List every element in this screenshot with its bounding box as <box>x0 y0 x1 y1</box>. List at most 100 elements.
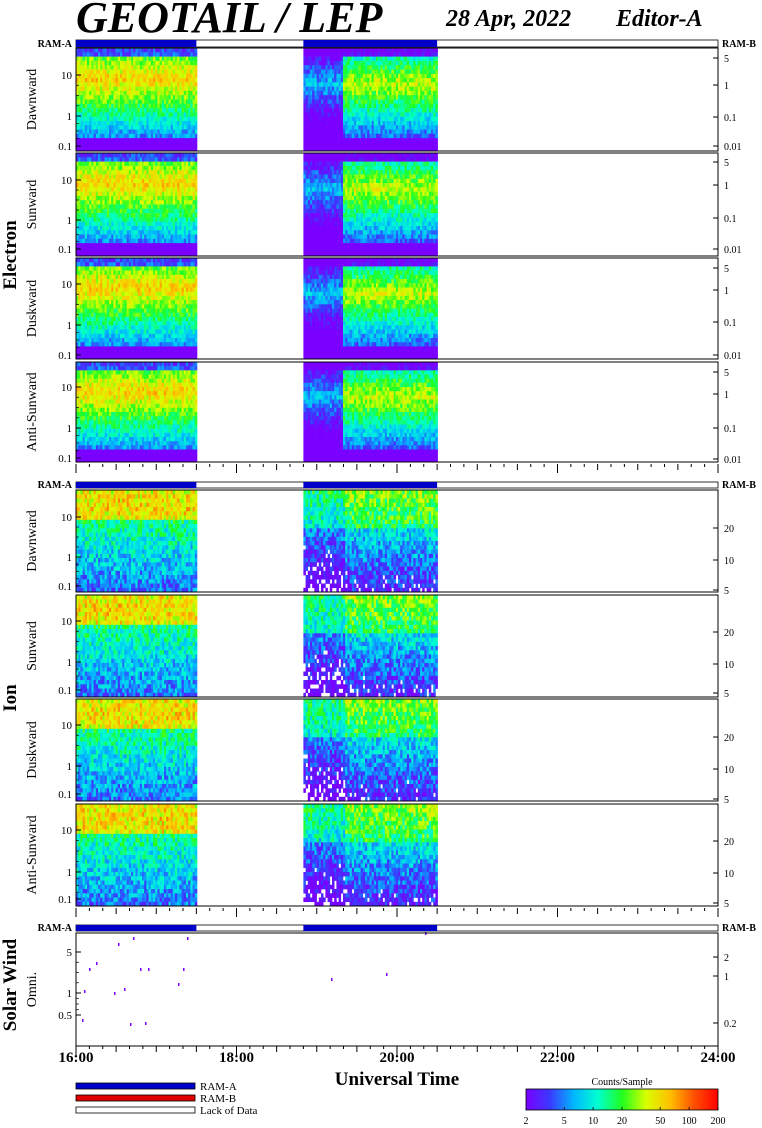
spectrogram-cell <box>100 195 103 201</box>
spectrogram-cell <box>310 56 313 62</box>
spectrogram-cell <box>177 121 180 126</box>
spectrogram-cell <box>190 247 193 252</box>
spectrogram-cell <box>402 86 405 92</box>
spectrogram-cell <box>321 226 324 231</box>
spectrogram-cell <box>347 234 350 240</box>
spectrogram-cell <box>161 221 165 227</box>
spectrogram-cell <box>148 230 152 235</box>
spectrogram-cell <box>316 187 320 192</box>
spectrogram-cell <box>109 138 112 143</box>
spectrogram-cell <box>358 146 361 152</box>
spectrogram-cell <box>382 48 386 53</box>
spectrogram-cell <box>351 86 355 92</box>
spectrogram-cell <box>115 247 119 252</box>
spectrogram-cell <box>133 95 136 100</box>
spectrogram-cell <box>312 217 315 222</box>
spectrogram-cell <box>373 56 377 62</box>
spectrogram-cell <box>433 121 436 126</box>
spectrogram-cell <box>314 73 317 79</box>
spectrogram-cell <box>168 161 171 167</box>
spectrogram-cell <box>135 204 138 210</box>
spectrogram-cell <box>91 221 94 227</box>
spectrogram-cell <box>336 142 339 147</box>
spectrogram-cell <box>303 103 306 109</box>
spectrogram-cell <box>402 56 405 62</box>
spectrogram-cell <box>307 161 311 167</box>
spectrogram-cell <box>336 243 339 248</box>
spectrogram-cell <box>435 133 438 139</box>
spectrogram-cell <box>183 161 187 167</box>
spectrogram-cell <box>338 187 342 192</box>
spectrogram-cell <box>100 213 103 218</box>
spectrogram-cell <box>111 116 114 122</box>
spectrogram-cell <box>409 82 412 87</box>
spectrogram-cell <box>155 187 158 192</box>
spectrogram-cell <box>431 69 434 75</box>
spectrogram-cell <box>87 129 90 135</box>
spectrogram-cell <box>307 116 311 122</box>
spectrogram-cell <box>177 129 180 135</box>
spectrogram-cell <box>170 48 174 53</box>
spectrogram-cell <box>126 187 130 192</box>
spectrogram-cell <box>376 48 379 53</box>
spectrogram-cell <box>117 82 121 87</box>
spectrogram-cell <box>146 48 149 53</box>
spectrogram-cell <box>181 133 185 139</box>
spectrogram-cell <box>95 217 99 222</box>
spectrogram-cell <box>78 121 81 126</box>
spectrogram-cell <box>113 243 116 248</box>
spectrogram-cell <box>98 204 101 210</box>
spectrogram-cell <box>413 95 416 100</box>
spectrogram-cell <box>102 108 105 113</box>
spectrogram-cell <box>310 103 313 109</box>
spectrogram-cell <box>120 165 123 171</box>
spectrogram-cell <box>305 142 309 147</box>
spectrogram-cell <box>382 125 386 130</box>
spectrogram-cell <box>362 112 366 117</box>
spectrogram-cell <box>312 146 315 152</box>
spectrogram-cell <box>365 157 368 162</box>
spectrogram-cell <box>323 65 326 70</box>
spectrogram-cell <box>314 60 317 66</box>
spectrogram-cell <box>157 153 160 158</box>
spectrogram-cell <box>78 90 81 96</box>
spectrogram-cell <box>122 103 125 109</box>
spectrogram-cell <box>343 121 346 126</box>
spectrogram-cell <box>164 161 167 167</box>
spectrogram-cell <box>431 138 434 143</box>
spectrogram-cell <box>307 200 311 205</box>
spectrogram-cell <box>332 82 335 87</box>
spectrogram-cell <box>80 153 83 158</box>
spectrogram-cell <box>334 121 337 126</box>
spectrogram-cell <box>91 129 94 135</box>
spectrogram-cell <box>166 226 169 231</box>
spectrogram-cell <box>318 125 322 130</box>
spectrogram-cell <box>340 60 344 66</box>
spectrogram-cell <box>307 125 311 130</box>
spectrogram-cell <box>347 208 350 214</box>
spectrogram-cell <box>183 200 187 205</box>
spectrogram-cell <box>190 170 193 175</box>
spectrogram-cell <box>351 213 355 218</box>
spectrogram-cell <box>358 200 361 205</box>
spectrogram-cell <box>170 69 174 75</box>
spectrogram-cell <box>113 157 116 162</box>
spectrogram-cell <box>369 200 372 205</box>
spectrogram-cell <box>80 217 83 222</box>
spectrogram-cell <box>148 183 152 188</box>
spectrogram-cell <box>354 129 357 135</box>
spectrogram-cell <box>194 116 198 122</box>
spectrogram-cell <box>336 95 339 100</box>
spectrogram-cell <box>336 170 339 175</box>
spectrogram-cell <box>80 226 83 231</box>
spectrogram-cell <box>369 60 372 66</box>
spectrogram-cell <box>76 86 79 92</box>
spectrogram-cell <box>135 187 138 192</box>
spectrogram-cell <box>117 195 121 201</box>
spectrogram-cell <box>338 48 342 53</box>
spectrogram-cell <box>188 90 191 96</box>
spectrogram-cell <box>334 142 337 147</box>
spectrogram-cell <box>137 138 141 143</box>
spectrogram-cell <box>135 243 138 248</box>
